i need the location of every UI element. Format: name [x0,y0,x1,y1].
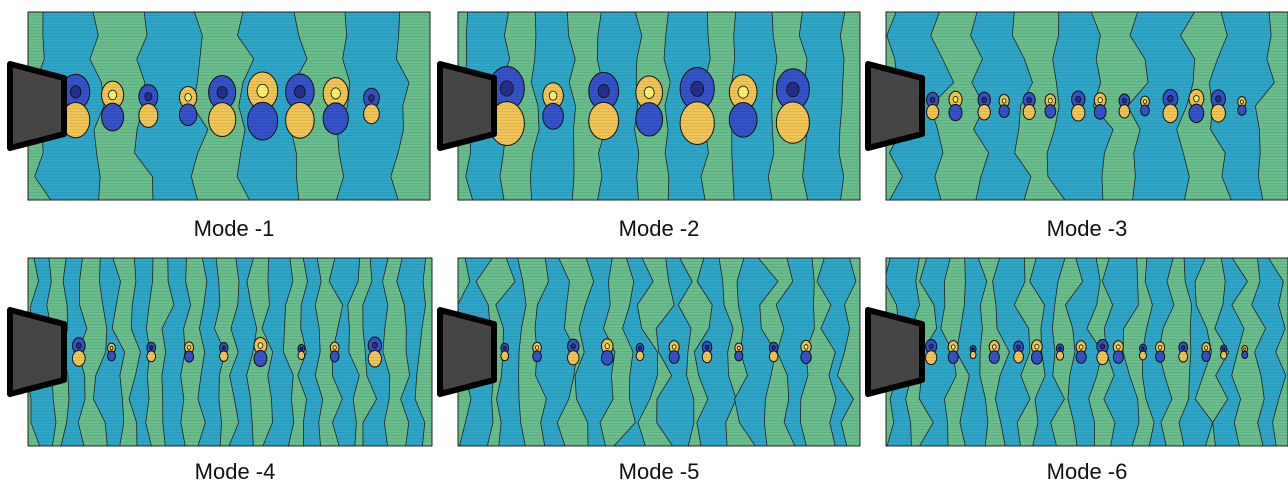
nozzle [440,310,494,394]
contour-panel [868,253,1288,451]
nozzle [440,64,494,148]
hatch-overlay [28,258,432,446]
contour-field [458,7,860,205]
mode-caption: Mode -4 [195,459,276,484]
mode-caption: Mode -5 [619,459,700,484]
contour-panel [440,7,860,205]
hatch-overlay [886,12,1288,200]
contour-panel [10,253,432,451]
contour-field [458,253,860,451]
nozzle [10,64,64,148]
hatch-overlay [28,12,430,200]
contour-field [28,7,430,205]
mode-caption: Mode -3 [1047,216,1128,241]
contour-field [886,7,1288,205]
nozzle [868,310,922,394]
mode-caption: Mode -6 [1047,459,1128,484]
contour-panel [440,253,860,451]
figure: Mode -1 Mode -2 Mode -3 Mode -4 Mode -5 Mode … [0,0,1288,486]
hatch-overlay [886,258,1288,446]
contour-panel [10,7,430,205]
contour-panel [868,7,1288,205]
contour-field [27,253,432,451]
mode-caption: Mode -1 [194,216,275,241]
contour-field [884,253,1288,451]
hatch-overlay [458,258,860,446]
hatch-overlay [458,12,860,200]
nozzle [10,310,64,394]
nozzle [868,64,922,148]
mode-caption: Mode -2 [619,216,700,241]
